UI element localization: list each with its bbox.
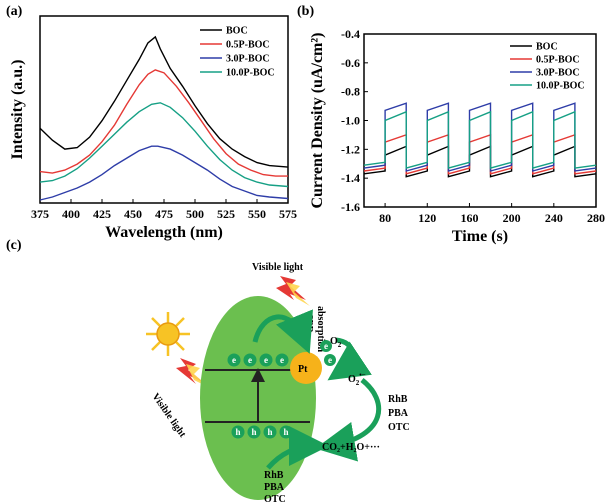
pt-label: Pt bbox=[298, 364, 308, 375]
chart-a-intensity: 375 400 425 450 475 500 525 550 575 Wavelength (n… bbox=[9, 15, 297, 241]
x-tick-label: 160 bbox=[460, 211, 478, 225]
spr-label: SPR bbox=[303, 314, 314, 334]
y-tick-label: -1.6 bbox=[341, 200, 360, 214]
series-line-05p-boc bbox=[363, 133, 597, 175]
y-tick-label: -1.2 bbox=[341, 142, 360, 156]
y-axis-label: Current Density (uA/cm²) bbox=[309, 32, 326, 208]
x-tick-label: 80 bbox=[379, 211, 391, 225]
x-tick-label: 400 bbox=[62, 207, 80, 221]
x-tick-label: 280 bbox=[587, 211, 605, 225]
pollutant-right-0: RhB bbox=[388, 394, 408, 405]
products-label: CO₂+H₂O+··· bbox=[322, 442, 380, 453]
photocatalysis-schematic: Visible light Visible light SPR absorpti… bbox=[146, 262, 410, 504]
x-tick-label: 425 bbox=[93, 207, 111, 221]
x-tick-label: 575 bbox=[279, 207, 297, 221]
series-line-05p-boc bbox=[39, 69, 288, 177]
legend-label: 0.5P-BOC bbox=[226, 40, 270, 51]
pollutant-bottom-2: OTC bbox=[264, 494, 286, 504]
absorption-label: absorption bbox=[315, 306, 326, 353]
legend-label: 0.5P-BOC bbox=[536, 55, 580, 66]
pollutant-bottom-0: RhB bbox=[264, 470, 284, 481]
chart-b-current-density: -0.4 -0.6 -0.8 -1.0 -1.2 -1.4 -1.6 80 120 160 200 2… bbox=[309, 27, 605, 245]
hole bbox=[231, 425, 245, 439]
series-line-100p-boc bbox=[39, 102, 289, 188]
visible-light-left-label: Visible light bbox=[150, 391, 189, 440]
series-line-boc bbox=[363, 145, 597, 178]
sun-icon bbox=[146, 312, 190, 356]
y-axis-label: Intensity (a.u.) bbox=[9, 59, 26, 159]
legend-label: 10.0P-BOC bbox=[226, 68, 275, 79]
legend-label: 10.0P-BOC bbox=[536, 81, 585, 92]
legend-label: BOC bbox=[536, 42, 558, 53]
x-tick-label: 550 bbox=[248, 207, 266, 221]
lightning-top-icon bbox=[276, 276, 310, 306]
electron bbox=[275, 353, 289, 367]
pollutant-right-2: OTC bbox=[388, 422, 410, 433]
svg-text:e: e bbox=[232, 355, 236, 365]
y-tick-label: -0.6 bbox=[341, 56, 360, 70]
x-axis-label: Wavelength (nm) bbox=[105, 224, 223, 241]
panel-label-a: (a) bbox=[6, 4, 23, 19]
o2-radical-label: O2•− bbox=[348, 371, 366, 387]
x-tick-label: 525 bbox=[217, 207, 235, 221]
x-tick-label: 375 bbox=[31, 207, 49, 221]
x-tick-label: 475 bbox=[155, 207, 173, 221]
series-line-boc bbox=[39, 35, 289, 168]
svg-text:h: h bbox=[251, 427, 256, 437]
pollutant-right-1: PBA bbox=[388, 408, 409, 419]
hole bbox=[263, 425, 277, 439]
radical-degradation-arrow bbox=[315, 378, 382, 462]
panel-label-c: (c) bbox=[6, 238, 22, 253]
panel-label-b: (b) bbox=[297, 4, 315, 19]
x-tick-label: 120 bbox=[418, 211, 436, 225]
y-tick-label: -1.0 bbox=[341, 114, 360, 128]
x-tick-label: 500 bbox=[186, 207, 204, 221]
hole-group: h h h h bbox=[231, 425, 293, 439]
svg-text:h: h bbox=[267, 427, 272, 437]
y-tick-label: -0.8 bbox=[341, 85, 360, 99]
x-axis-label: Time (s) bbox=[452, 228, 508, 245]
x-tick-label: 200 bbox=[503, 211, 521, 225]
electron bbox=[259, 353, 273, 367]
electron bbox=[243, 353, 257, 367]
svg-text:e: e bbox=[328, 355, 332, 365]
series-line-100p-boc bbox=[363, 110, 597, 170]
hole bbox=[247, 425, 261, 439]
svg-text:h: h bbox=[235, 427, 240, 437]
legend-label: 3.0P-BOC bbox=[536, 68, 580, 79]
legend-label: BOC bbox=[226, 26, 248, 37]
svg-text:e: e bbox=[248, 355, 252, 365]
electron-group: e e e e bbox=[227, 353, 289, 367]
o2-reduction-arrow bbox=[327, 337, 372, 381]
y-tick-label: -1.4 bbox=[341, 171, 360, 185]
legend-label: 3.0P-BOC bbox=[226, 54, 270, 65]
x-tick-label: 450 bbox=[124, 207, 142, 221]
y-tick-label: -0.4 bbox=[341, 27, 360, 41]
x-tick-label: 240 bbox=[545, 211, 563, 225]
series-line-30p-boc bbox=[39, 145, 289, 201]
o2-label: O2 bbox=[330, 336, 342, 349]
electron bbox=[227, 353, 241, 367]
svg-text:e: e bbox=[264, 355, 268, 365]
pt-particle bbox=[290, 352, 322, 384]
electron-transfer-arrow bbox=[252, 309, 313, 354]
pollutant-bottom-1: PBA bbox=[264, 482, 285, 493]
svg-text:e: e bbox=[280, 355, 284, 365]
hole-oxidation-arrow bbox=[266, 426, 329, 470]
svg-text:e: e bbox=[324, 341, 328, 351]
visible-light-top-label: Visible light bbox=[252, 262, 304, 273]
svg-text:h: h bbox=[283, 427, 288, 437]
lightning-left-icon bbox=[176, 358, 210, 388]
